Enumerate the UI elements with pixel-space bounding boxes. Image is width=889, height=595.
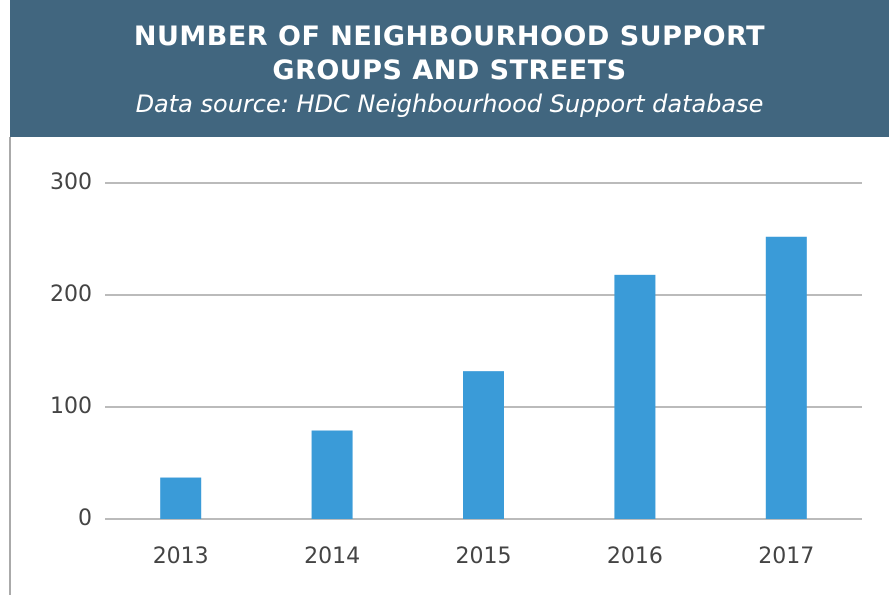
chart-subtitle: Data source: HDC Neighbourhood Support d…	[135, 90, 764, 118]
chart-title: NUMBER OF NEIGHBOURHOOD SUPPORT GROUPS A…	[133, 21, 766, 86]
y-tick-label: 300	[50, 170, 92, 195]
x-tick-label: 2017	[758, 544, 814, 569]
x-tick-label: 2014	[304, 544, 360, 569]
y-tick-label: 0	[78, 506, 92, 531]
bar	[765, 236, 807, 519]
header: NUMBER OF NEIGHBOURHOOD SUPPORT GROUPS A…	[10, 0, 889, 137]
bar	[160, 477, 202, 519]
y-tick-label: 100	[50, 394, 92, 419]
y-tick-label: 200	[50, 282, 92, 307]
x-tick-label: 2015	[456, 544, 512, 569]
bar	[614, 274, 656, 519]
x-tick-label: 2013	[153, 544, 209, 569]
x-tick-label: 2016	[607, 544, 663, 569]
bar	[311, 430, 353, 519]
bar	[463, 371, 504, 519]
border	[9, 137, 11, 595]
